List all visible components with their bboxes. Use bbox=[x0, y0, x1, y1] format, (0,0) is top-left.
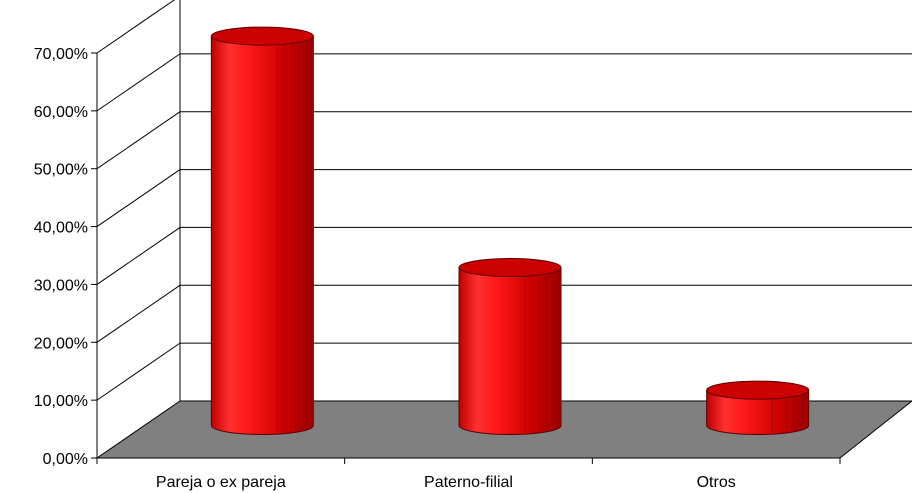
y-tick-label: 40,00% bbox=[34, 220, 88, 237]
y-tick-label: 60,00% bbox=[34, 104, 88, 121]
y-tick-label: 30,00% bbox=[34, 277, 88, 294]
bar-top bbox=[458, 258, 562, 277]
y-tick-label: 0,00% bbox=[43, 451, 88, 468]
bar bbox=[210, 26, 314, 435]
x-tick-label: Paterno-filial bbox=[424, 474, 513, 491]
bar-body bbox=[706, 389, 810, 435]
gridline-diagonal bbox=[96, 53, 181, 112]
bars-group bbox=[210, 26, 810, 435]
gridline-diagonal bbox=[96, 0, 176, 54]
y-tick-label: 10,00% bbox=[34, 393, 88, 410]
y-tick-label: 50,00% bbox=[34, 162, 88, 179]
x-tick-label: Pareja o ex pareja bbox=[156, 474, 286, 491]
bar bbox=[706, 380, 810, 435]
bar-top bbox=[706, 380, 810, 400]
bar-top bbox=[210, 26, 314, 46]
axes-group bbox=[91, 0, 841, 464]
gridline-diagonal bbox=[96, 284, 181, 343]
bar bbox=[458, 258, 562, 435]
gridline-diagonal bbox=[96, 169, 181, 227]
labels-group: 0,00% 10,00% 20,00% 30,00% 40,00% 50,00% 60,00… bbox=[34, 46, 736, 491]
gridline-diagonal bbox=[96, 227, 181, 285]
gridline-diagonal bbox=[96, 111, 181, 170]
gridline-diagonal bbox=[96, 342, 181, 401]
bar-body bbox=[458, 267, 562, 435]
y-tick-label: 70,00% bbox=[34, 46, 88, 63]
bar-body bbox=[210, 35, 314, 435]
y-tick-label: 20,00% bbox=[34, 335, 88, 352]
x-tick-label: Otros bbox=[697, 474, 736, 491]
